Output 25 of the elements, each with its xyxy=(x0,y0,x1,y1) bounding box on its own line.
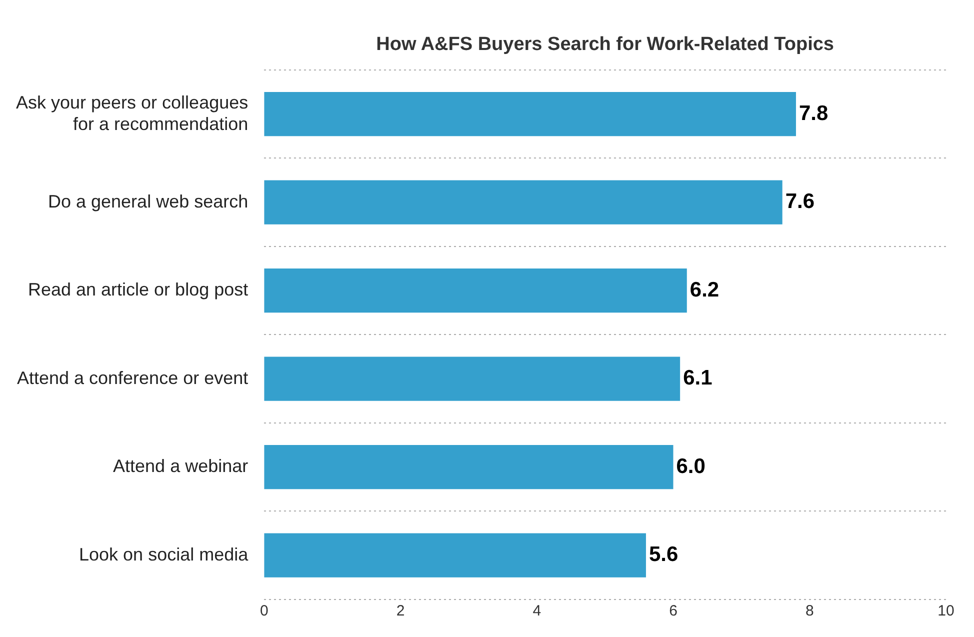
data-label: 5.6 xyxy=(648,543,678,566)
bar xyxy=(264,268,687,313)
bar xyxy=(264,444,674,490)
x-tick-label: 10 xyxy=(938,602,954,620)
y-tick-label: Do a general web search xyxy=(48,191,248,212)
x-tick-label: 6 xyxy=(669,602,678,620)
y-tick-label: Look on social media xyxy=(79,544,250,564)
bar xyxy=(264,180,782,224)
x-tick-label: 8 xyxy=(805,602,814,620)
x-tick-label: 0 xyxy=(260,602,268,620)
y-tick-label: Read an article or blog post xyxy=(28,280,248,300)
y-tick-label: Ask your peers or colleagues for a recommendation xyxy=(16,92,248,134)
bar xyxy=(264,356,680,401)
chart-title: How A&FS Buyers Search for Work-Related Topics xyxy=(376,34,834,56)
y-tick-label: Attend a conference or event xyxy=(16,368,248,388)
data-label: 7.6 xyxy=(785,190,815,214)
bar xyxy=(264,92,796,136)
x-tick-label: 2 xyxy=(396,602,405,620)
bar xyxy=(264,533,646,578)
data-label: 7.8 xyxy=(798,102,828,125)
y-tick-label: Attend a webinar xyxy=(113,456,248,476)
x-tick-label: 4 xyxy=(532,602,542,620)
data-label: 6.1 xyxy=(683,366,713,390)
data-label: 6.2 xyxy=(690,278,720,302)
data-label: 6.0 xyxy=(676,454,706,478)
